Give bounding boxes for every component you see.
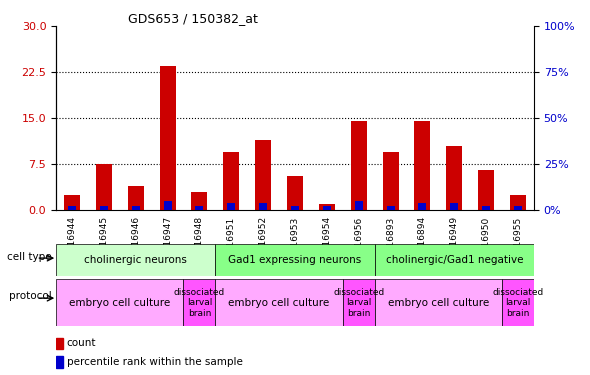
Bar (482, 206, 490, 210)
Bar (287, 176, 303, 210)
Bar (64, 195, 80, 210)
Text: embryo cell culture: embryo cell culture (228, 298, 330, 308)
Bar (191, 192, 208, 210)
Text: embryo cell culture: embryo cell culture (69, 298, 171, 308)
Text: cholinergic neurons: cholinergic neurons (84, 255, 187, 265)
Bar (355, 201, 363, 210)
Bar (447, 146, 463, 210)
Bar (514, 206, 522, 210)
Text: count: count (67, 338, 96, 348)
Bar (414, 121, 431, 210)
Text: cell type: cell type (7, 252, 51, 261)
Bar (215, 244, 375, 276)
Bar (478, 170, 494, 210)
Bar (100, 206, 108, 210)
Bar (450, 202, 458, 210)
Bar (56, 356, 63, 368)
Bar (259, 202, 267, 210)
Text: dissociated
larval
brain: dissociated larval brain (493, 288, 543, 318)
Text: GDS653 / 150382_at: GDS653 / 150382_at (127, 12, 258, 25)
Bar (502, 279, 534, 326)
Bar (375, 244, 534, 276)
Text: protocol: protocol (9, 291, 51, 301)
Bar (183, 279, 215, 326)
Bar (159, 66, 176, 210)
Bar (223, 152, 240, 210)
Text: dissociated
larval
brain: dissociated larval brain (333, 288, 384, 318)
Bar (350, 121, 366, 210)
Text: embryo cell culture: embryo cell culture (388, 298, 489, 308)
Bar (56, 338, 63, 349)
Text: dissociated
larval
brain: dissociated larval brain (174, 288, 225, 318)
Bar (195, 206, 204, 210)
Bar (227, 202, 235, 210)
Bar (343, 279, 375, 326)
Bar (510, 195, 526, 210)
Bar (215, 279, 343, 326)
Bar (323, 206, 331, 210)
Bar (375, 279, 502, 326)
Bar (132, 206, 140, 210)
Text: cholinergic/Gad1 negative: cholinergic/Gad1 negative (385, 255, 523, 265)
Bar (382, 152, 399, 210)
Bar (418, 202, 427, 210)
Bar (163, 201, 172, 210)
Bar (255, 140, 271, 210)
Bar (68, 206, 76, 210)
Bar (319, 204, 335, 210)
Bar (96, 164, 112, 210)
Bar (127, 186, 143, 210)
Bar (56, 244, 215, 276)
Bar (56, 279, 183, 326)
Bar (386, 206, 395, 210)
Text: Gad1 expressing neurons: Gad1 expressing neurons (228, 255, 362, 265)
Text: percentile rank within the sample: percentile rank within the sample (67, 357, 242, 367)
Bar (291, 206, 299, 210)
